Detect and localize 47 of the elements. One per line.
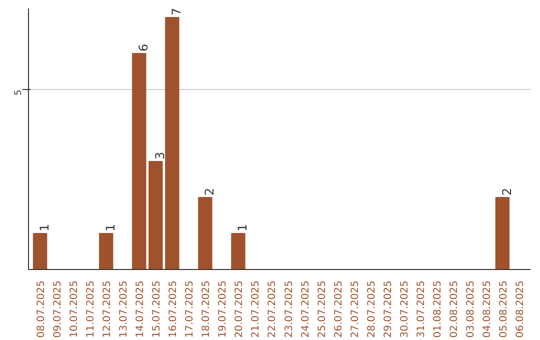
x-tick-label: 21.07.2025 <box>250 280 262 338</box>
data-label: 3 <box>153 152 168 160</box>
x-tick-label: 23.07.2025 <box>284 280 295 338</box>
x-tick-label: 29.07.2025 <box>382 280 394 338</box>
bar <box>165 17 180 270</box>
x-tick-label: 03.08.2025 <box>465 280 476 338</box>
bar <box>148 161 163 270</box>
bar <box>99 233 114 270</box>
x-tick-label: 27.07.2025 <box>350 280 361 338</box>
data-label: 2 <box>202 188 217 196</box>
x-tick-label: 08.07.2025 <box>36 280 48 338</box>
y-tick-label: 5 <box>13 89 24 96</box>
x-tick-label: 30.07.2025 <box>399 280 410 338</box>
x-tick-label: 15.07.2025 <box>152 280 163 338</box>
x-tick-label: 20.07.2025 <box>234 280 246 338</box>
data-label: 1 <box>236 224 250 232</box>
x-tick-label: 13.07.2025 <box>118 280 130 338</box>
x-tick-label: 10.07.2025 <box>69 280 80 338</box>
x-tick-label: 18.07.2025 <box>201 280 212 338</box>
data-label: 2 <box>500 188 514 196</box>
data-label: 6 <box>136 44 151 52</box>
x-tick-label: 24.07.2025 <box>300 280 312 338</box>
x-tick-label: 11.07.2025 <box>86 280 97 338</box>
x-tick-label: 14.07.2025 <box>135 280 146 338</box>
x-tick-label: 01.08.2025 <box>432 280 444 338</box>
bar <box>495 197 510 270</box>
x-tick-label: 12.07.2025 <box>102 280 114 338</box>
x-tick-label: 28.07.2025 <box>366 280 378 338</box>
x-tick-label: 04.08.2025 <box>482 280 493 338</box>
x-tick-label: 06.08.2025 <box>514 280 526 338</box>
x-tick-label: 31.07.2025 <box>416 280 427 338</box>
x-tick-label: 16.07.2025 <box>168 280 180 338</box>
x-tick-label: 22.07.2025 <box>267 280 278 338</box>
bar <box>198 197 212 270</box>
x-tick-label: 05.08.2025 <box>498 280 510 338</box>
x-tick-label: 19.07.2025 <box>218 280 229 338</box>
x-tick-label: 02.08.2025 <box>448 280 460 338</box>
bar <box>32 233 48 270</box>
x-tick-label: 09.07.2025 <box>52 280 64 338</box>
data-label: 1 <box>38 224 52 232</box>
data-label: 1 <box>104 224 118 232</box>
bar <box>132 53 146 270</box>
bar <box>231 233 246 270</box>
x-tick-label: 25.07.2025 <box>316 280 328 338</box>
x-tick-label: 17.07.2025 <box>184 280 196 338</box>
x-tick-label: 26.07.2025 <box>333 280 344 338</box>
data-label: 7 <box>170 8 184 16</box>
